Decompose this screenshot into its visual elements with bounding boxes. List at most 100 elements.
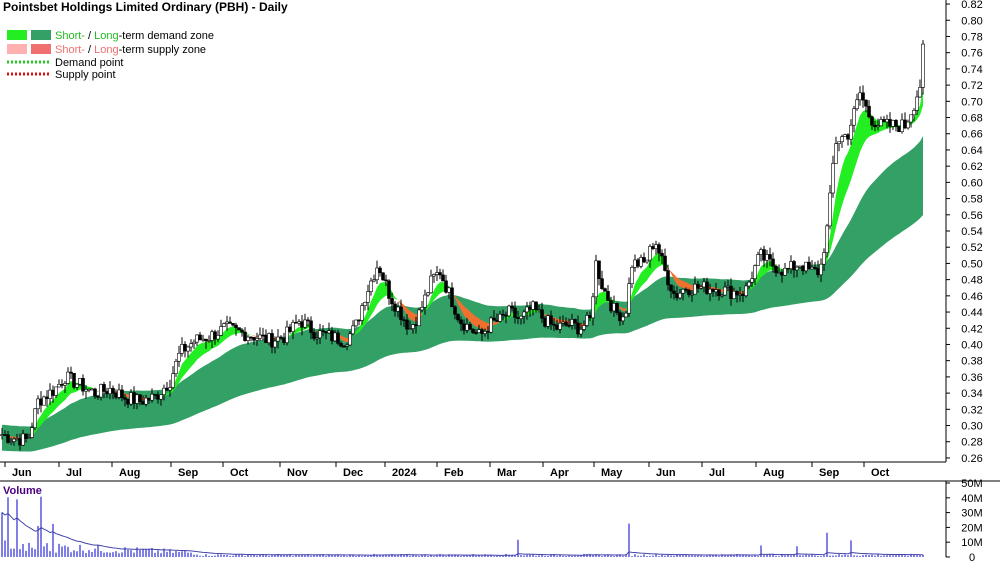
price-candle-body — [216, 335, 220, 340]
price-candle-body — [342, 345, 346, 348]
time-tick-label: Sep — [178, 467, 198, 479]
price-candle-body — [222, 323, 226, 327]
price-tick-label: 0.72 — [961, 80, 982, 92]
price-candle-body — [369, 280, 373, 292]
price-candle-body — [249, 336, 253, 339]
price-candle-body — [177, 352, 181, 362]
long-term-demand-zone — [2, 136, 923, 452]
price-candle-body — [813, 266, 817, 269]
price-candle-body — [447, 287, 451, 293]
price-candle-body — [657, 244, 661, 254]
price-candle-body — [768, 254, 772, 260]
price-candle-body — [885, 119, 889, 123]
price-candle-body — [147, 397, 151, 401]
price-candle-body — [831, 163, 835, 194]
price-candle-body — [816, 268, 820, 276]
price-candle-body — [888, 119, 892, 127]
price-candle-body — [123, 397, 127, 400]
price-candle-body — [252, 337, 256, 341]
price-candle-body — [429, 275, 433, 294]
price-candle-body — [348, 333, 352, 346]
price-candle-body — [687, 289, 691, 295]
price-candle-body — [879, 119, 883, 127]
price-candle-body — [726, 285, 730, 288]
time-tick-label: Feb — [444, 467, 464, 479]
price-candle-body — [633, 259, 637, 268]
price-candle-body — [183, 344, 187, 352]
price-candle-body — [414, 324, 418, 327]
price-candle-body — [585, 315, 589, 326]
price-candle-body — [513, 307, 517, 318]
price-candle-body — [801, 265, 805, 272]
price-candle-body — [66, 371, 70, 384]
price-candle-body — [522, 311, 526, 317]
price-candle-body — [141, 401, 145, 405]
price-candle-body — [678, 292, 682, 299]
price-candle-body — [498, 313, 502, 322]
price-tick-label: 0.64 — [961, 145, 982, 157]
price-candle-body — [873, 124, 877, 128]
price-candle-body — [405, 319, 409, 330]
time-tick-label: Oct — [871, 467, 890, 479]
price-candle-body — [840, 136, 844, 143]
price-candle-body — [423, 294, 427, 308]
price-candle-body — [39, 398, 43, 406]
legend-demand-rest-text: -term demand zone — [119, 30, 214, 42]
price-candle-body — [870, 116, 874, 126]
price-tick-label: 0.52 — [961, 242, 982, 254]
price-candle-body — [714, 289, 718, 293]
legend-supply-zone-label: Short- / Long-term supply zone — [55, 44, 206, 56]
price-candle-body — [771, 258, 775, 267]
price-candle-body — [918, 87, 922, 98]
price-tick-label: 0.36 — [961, 372, 982, 384]
time-tick-label: Jul — [66, 467, 82, 479]
price-candle-body — [921, 43, 925, 88]
price-candle-body — [54, 386, 58, 396]
price-candle-body — [834, 143, 838, 164]
price-candle-body — [225, 321, 229, 324]
price-candle-body — [705, 281, 709, 294]
price-candle-body — [627, 283, 631, 314]
price-candle-body — [417, 309, 421, 327]
price-tick-label: 0.46 — [961, 291, 982, 303]
price-candle-body — [297, 321, 301, 324]
price-candle-body — [792, 261, 796, 271]
price-candle-body — [264, 334, 268, 344]
price-candle-body — [642, 257, 646, 263]
price-candle-body — [174, 360, 178, 375]
price-candle-body — [525, 306, 529, 313]
price-candle-body — [354, 319, 358, 327]
price-candle-body — [393, 303, 397, 312]
price-candle-body — [504, 314, 508, 317]
volume-panel-label: Volume — [3, 485, 42, 497]
price-candle-body — [261, 334, 265, 337]
price-candle-body — [318, 330, 322, 339]
price-candle-body — [42, 396, 46, 406]
price-candle-body — [729, 285, 733, 299]
price-tick-label: 0.28 — [961, 437, 982, 449]
volume-tick-label: 10M — [961, 537, 982, 549]
time-tick-label: May — [601, 467, 623, 479]
time-tick-label: 2024 — [392, 467, 417, 479]
price-candle-body — [477, 329, 481, 333]
price-candle-body — [660, 252, 664, 257]
short-term-demand-zone — [284, 323, 314, 340]
price-candle-body — [282, 338, 286, 343]
price-candle-body — [15, 438, 19, 440]
price-tick-label: 0.58 — [961, 194, 982, 206]
chart-title: Pointsbet Holdings Limited Ordinary (PBH… — [3, 0, 288, 14]
price-candle-body — [789, 261, 793, 269]
price-tick-label: 0.82 — [961, 0, 982, 11]
price-candle-body — [723, 286, 727, 296]
volume-tick-label: 20M — [961, 522, 982, 534]
volume-average-line — [1, 511, 924, 556]
price-candle-body — [483, 331, 487, 334]
price-candle-body — [156, 394, 160, 400]
price-candle-body — [210, 331, 214, 341]
price-candle-body — [738, 293, 742, 296]
price-candle-body — [855, 99, 859, 110]
price-candle-body — [303, 319, 307, 328]
price-tick-label: 0.26 — [961, 453, 982, 465]
price-tick-label: 0.76 — [961, 48, 982, 60]
price-candle-body — [345, 344, 349, 347]
